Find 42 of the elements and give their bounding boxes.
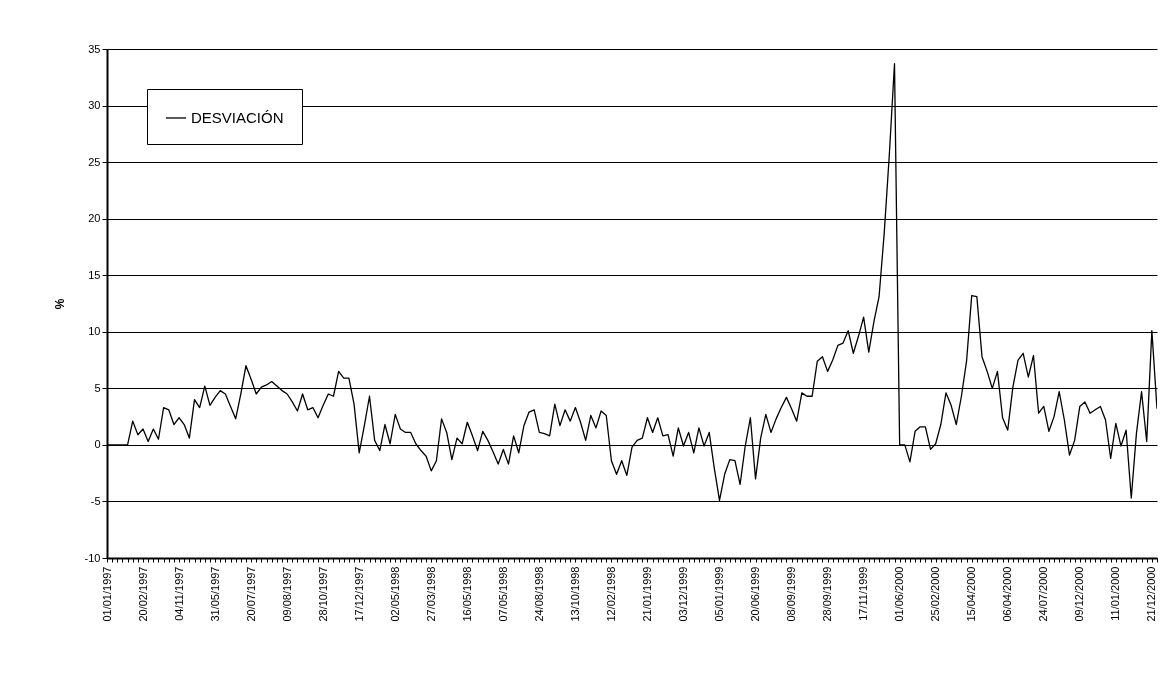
y-tick-label: 0 — [94, 438, 101, 451]
x-tick-label: 07/05/1998 — [496, 566, 509, 622]
x-tick-label: 16/05/1998 — [460, 566, 473, 622]
x-tick-label: 09/08/1997 — [280, 566, 293, 622]
x-tick-label: 01/06/2000 — [893, 566, 906, 622]
y-tick-label: -10 — [84, 551, 101, 564]
x-tick-label: 24/07/2000 — [1037, 566, 1050, 622]
y-tick-label: 15 — [88, 268, 101, 281]
x-tick-label: 02/05/1998 — [388, 566, 401, 622]
x-tick-label: 20/06/1999 — [749, 566, 762, 622]
x-tick-label: 28/10/1997 — [316, 566, 329, 622]
x-tick-label: 09/12/2000 — [1073, 566, 1086, 622]
x-tick-label: 15/04/2000 — [965, 566, 978, 622]
y-tick-label: 10 — [88, 325, 101, 338]
x-tick-label: 01/01/1997 — [100, 566, 113, 622]
x-tick-label: 31/05/1997 — [208, 566, 221, 622]
x-tick-label: 24/08/1998 — [532, 566, 545, 622]
x-tick-label: 05/01/1999 — [713, 566, 725, 622]
y-tick-label: 35 — [88, 42, 101, 55]
x-tick-label: 12/02/1998 — [604, 566, 617, 622]
y-tick-label: 5 — [94, 381, 101, 394]
y-tick-label: -5 — [90, 494, 101, 507]
x-tick-label: 06/04/2000 — [1001, 566, 1014, 622]
x-tick-label: 28/09/1999 — [821, 566, 834, 622]
legend-label: DESVIACIÓN — [191, 109, 284, 126]
x-tick-label: 20/07/1997 — [244, 566, 257, 622]
x-tick-label: 08/09/1999 — [785, 566, 798, 622]
x-tick-label: 03/12/1999 — [676, 566, 689, 622]
x-tick-label: 04/11/1997 — [172, 566, 185, 621]
x-tick-label: 20/02/1997 — [136, 566, 149, 622]
x-tick-label: 27/03/1998 — [424, 566, 437, 622]
y-tick-label: 20 — [88, 212, 101, 225]
x-tick-label: 21/12/2000 — [1145, 566, 1158, 622]
x-tick-label: 17/11/1999 — [857, 566, 870, 621]
x-tick-label: 11/01/2000 — [1109, 566, 1122, 621]
x-tick-label: 17/12/1997 — [352, 566, 365, 622]
y-axis-title: % — [52, 298, 67, 310]
y-tick-label: 30 — [88, 99, 101, 112]
x-tick-label: 21/01/1999 — [640, 566, 653, 622]
x-tick-label: 13/10/1998 — [568, 566, 581, 622]
y-tick-label: 25 — [88, 155, 101, 168]
x-tick-label: 25/02/2000 — [929, 566, 942, 622]
